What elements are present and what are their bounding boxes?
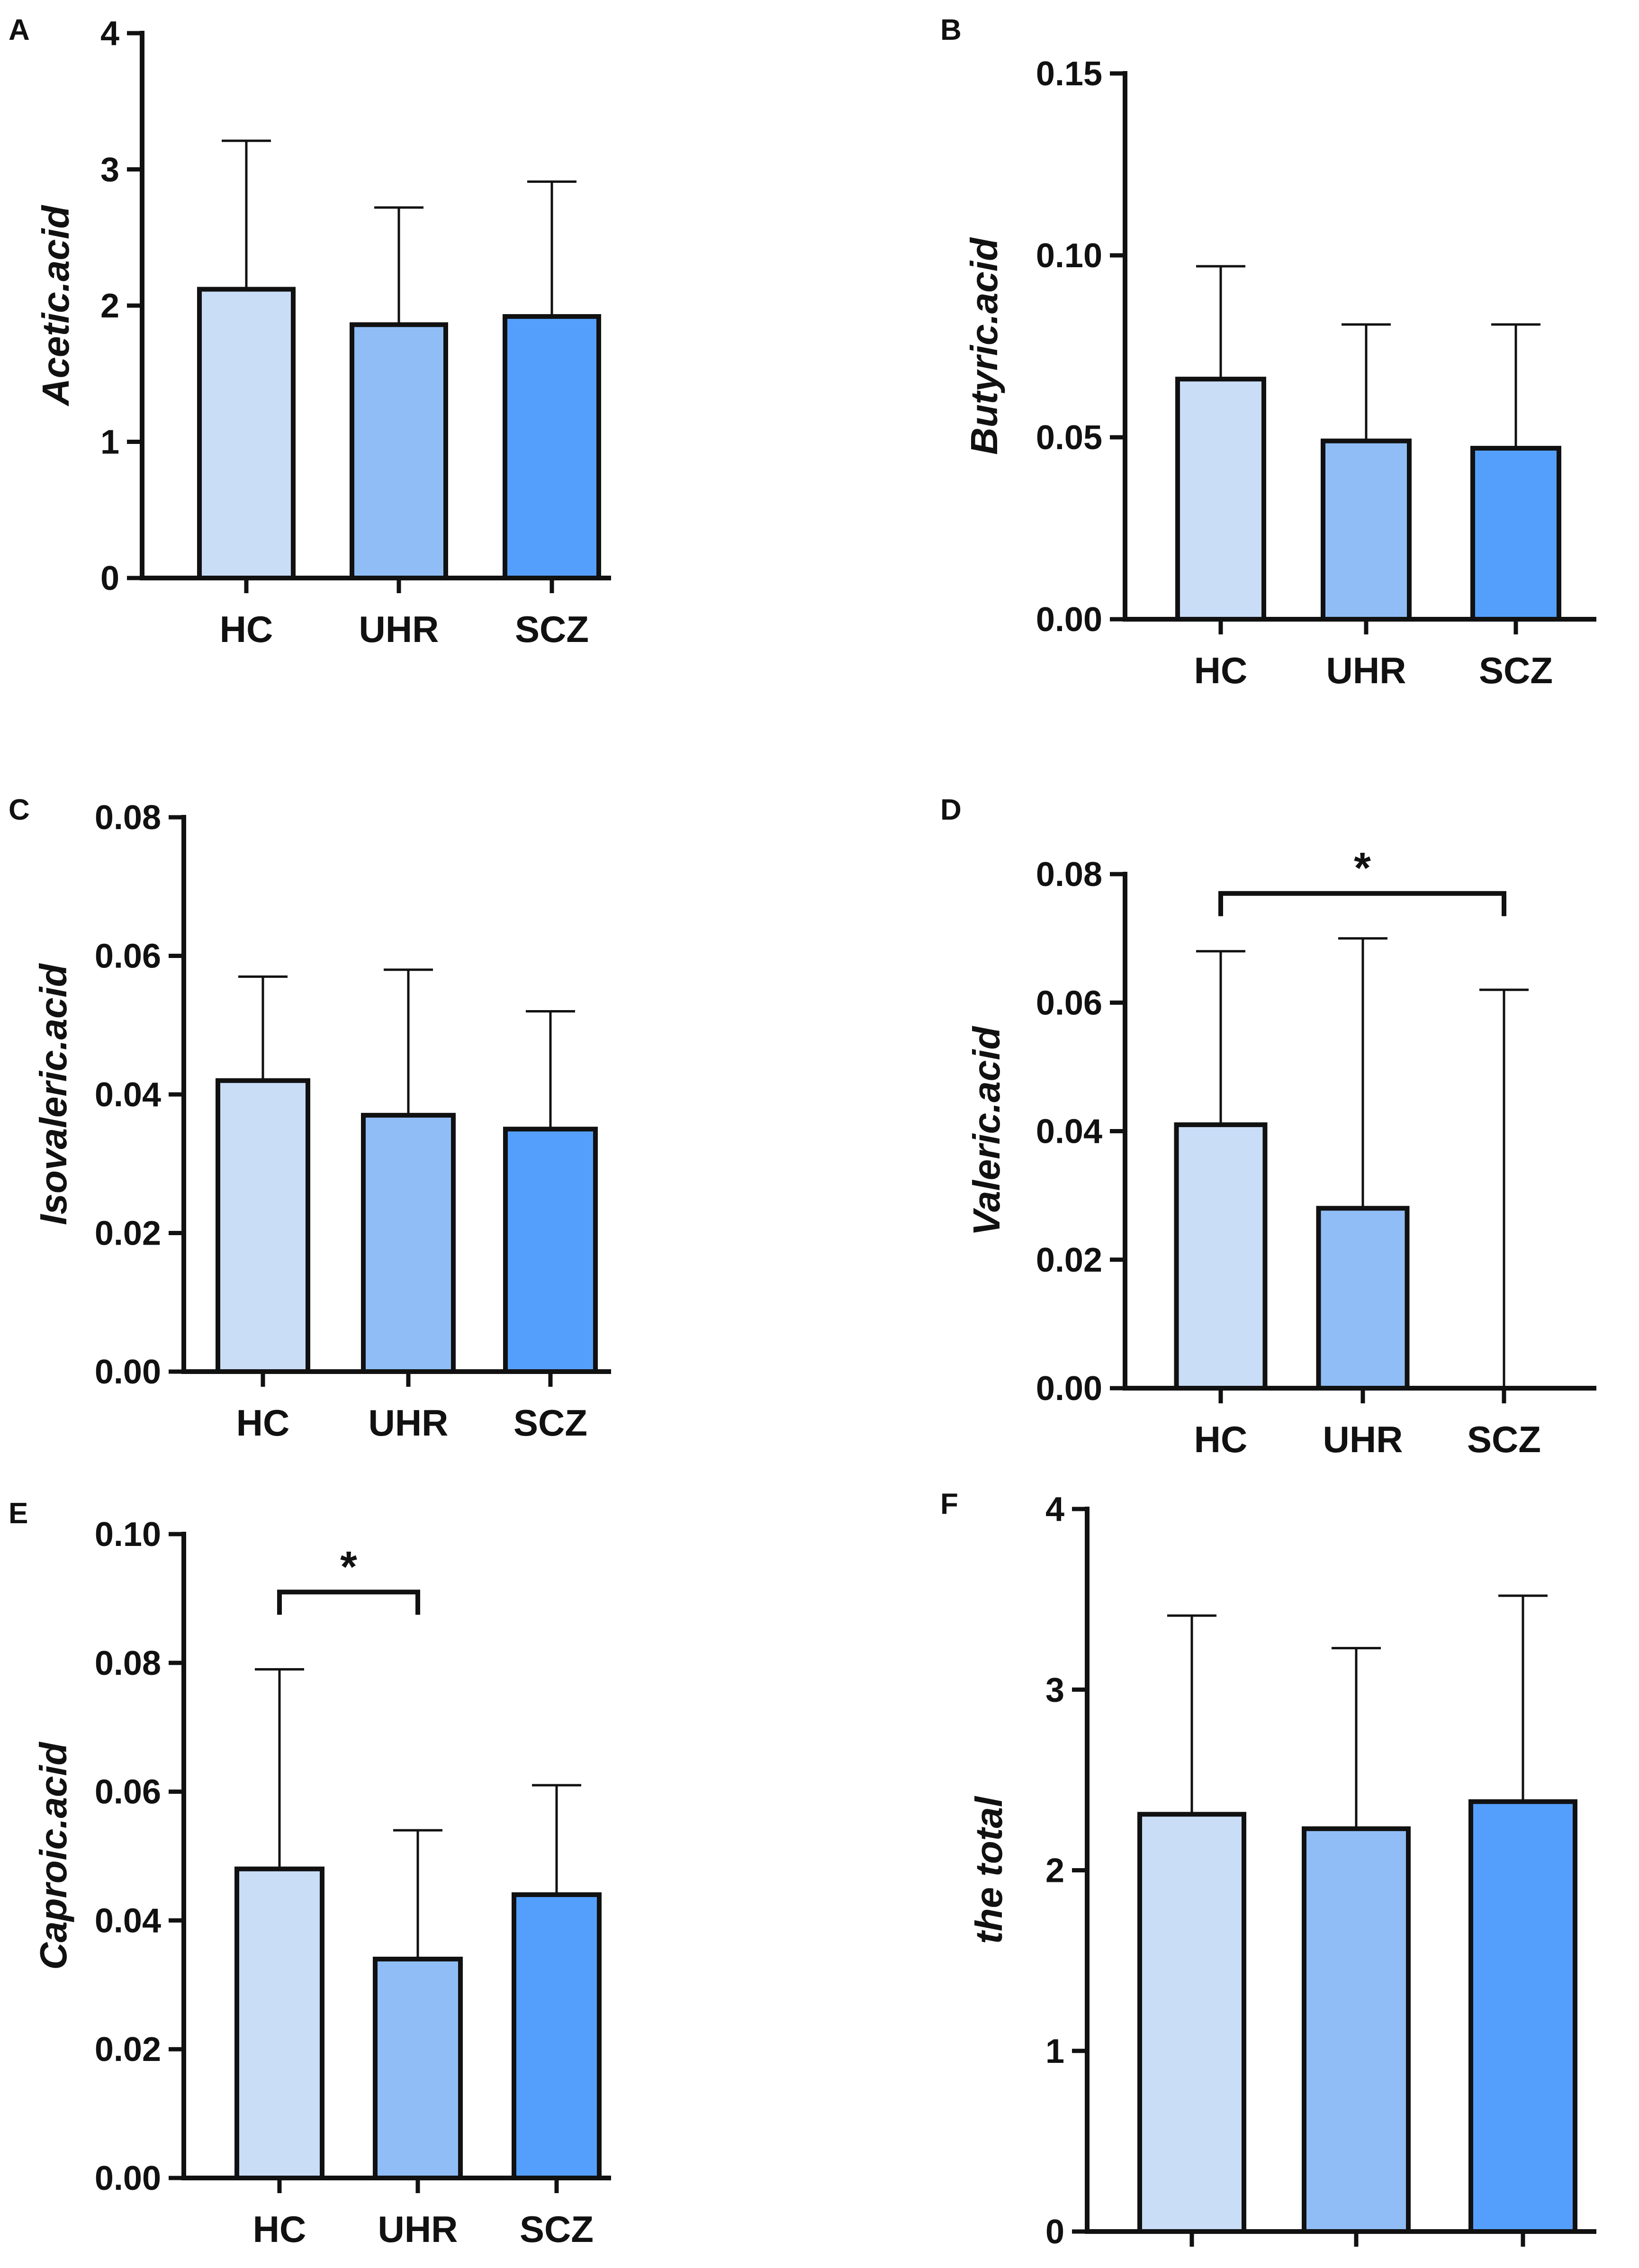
panel-letter: F <box>940 1488 958 1520</box>
y-tick-label: 0 <box>1045 2213 1064 2251</box>
y-tick-label: 0.10 <box>95 1516 161 1554</box>
bar-scz <box>512 1892 602 2181</box>
y-tick-label: 0.10 <box>1036 237 1102 275</box>
x-tick-label-hc: HC <box>1194 650 1248 691</box>
panel-letter: A <box>9 14 30 46</box>
bar-scz <box>1470 446 1561 622</box>
bar-uhr <box>1316 1206 1410 1391</box>
y-tick-label: 0.04 <box>95 1076 161 1114</box>
panel-letter: D <box>940 794 962 826</box>
panel-a: A Acetic.acid 0 1 2 3 4 HC UHR SCZ <box>9 14 611 650</box>
x-tick-label-uhr: UHR <box>1326 650 1406 691</box>
bar-scz <box>1468 1799 1577 2234</box>
panel-letter: C <box>9 794 30 826</box>
significance-star: * <box>340 1543 357 1591</box>
y-tick-label: 0.02 <box>95 1215 161 1253</box>
significance-bracket <box>1218 891 1506 916</box>
x-tick-label-scz: SCZ <box>515 608 589 650</box>
x-tick-label-uhr: UHR <box>359 608 439 650</box>
bar-hc <box>1175 377 1266 622</box>
y-axis-label: the total <box>968 1796 1010 1944</box>
y-tick-label: 0.00 <box>95 2160 161 2197</box>
bar-hc <box>197 287 296 580</box>
panel-c: C Isovaleric.acid 0.00 0.02 0.04 0.06 0.08 HC UH… <box>9 794 611 1444</box>
bar-uhr <box>350 322 448 580</box>
y-tick-label: 0 <box>100 560 119 597</box>
x-tick-label-uhr: UHR <box>369 1402 449 1444</box>
y-tick-label: 0.02 <box>95 2031 161 2069</box>
y-tick-label: 0.05 <box>1036 419 1102 457</box>
y-tick-label: 0.08 <box>95 1645 161 1682</box>
x-tick-label-scz: SCZ <box>1467 1419 1541 1460</box>
y-tick-label: 0.00 <box>1036 1370 1102 1408</box>
y-tick-label: 1 <box>1045 2033 1064 2070</box>
y-tick-label: 0.06 <box>95 1773 161 1811</box>
y-tick-label: 0.08 <box>1036 856 1102 894</box>
x-tick-label-scz: SCZ <box>520 2208 594 2250</box>
x-tick-label-uhr: UHR <box>1316 2262 1396 2268</box>
y-tick-label: 0.04 <box>95 1902 161 1940</box>
bar-scz <box>503 314 601 580</box>
bar-uhr <box>373 1956 463 2180</box>
panel-letter: B <box>940 14 962 46</box>
bar-scz <box>503 1127 598 1374</box>
y-tick-label: 2 <box>100 287 119 325</box>
bar-uhr <box>1302 1826 1411 2234</box>
y-tick-label: 3 <box>1045 1671 1064 1709</box>
y-tick-label: 2 <box>1045 1852 1064 1890</box>
x-tick-label-hc: HC <box>1165 2262 1219 2268</box>
x-tick-label-uhr: UHR <box>1323 1419 1403 1460</box>
x-tick-label-hc: HC <box>253 2208 306 2250</box>
x-tick-label-hc: HC <box>236 1402 290 1444</box>
panel-d: D Valeric.acid 0.00 0.02 0.04 0.06 0.08 HC UHR SC… <box>940 794 1596 1460</box>
y-tick-label: 0.08 <box>95 799 161 837</box>
y-tick-label: 0.00 <box>95 1353 161 1391</box>
x-tick-label-hc: HC <box>1194 1419 1248 1460</box>
y-axis-label: Caproic.acid <box>32 1741 74 1970</box>
bar-uhr <box>361 1112 456 1374</box>
bar-hc <box>1137 1812 1246 2234</box>
panel-e: E Caproic.acid 0.00 0.02 0.04 0.06 0.08 0.10 HC U… <box>9 1497 611 2250</box>
y-tick-label: 3 <box>100 151 119 189</box>
bar-uhr <box>1321 438 1412 622</box>
y-tick-label: 0.15 <box>1036 55 1102 93</box>
panel-letter: E <box>9 1497 28 1530</box>
x-tick-label-scz: SCZ <box>1486 2262 1560 2268</box>
significance-bracket <box>277 1590 420 1615</box>
panel-b: B Butyric.acid 0.00 0.05 0.10 0.15 HC UHR SCZ <box>940 14 1596 691</box>
y-axis-label: Acetic.acid <box>35 205 77 407</box>
y-tick-label: 4 <box>1045 1491 1064 1528</box>
y-axis-label: Valeric.acid <box>965 1025 1008 1236</box>
x-tick-label-uhr: UHR <box>378 2208 458 2250</box>
y-tick-label: 0.02 <box>1036 1241 1102 1279</box>
significance-star: * <box>1354 844 1371 893</box>
x-tick-label-scz: SCZ <box>513 1402 587 1444</box>
bar-hc <box>234 1866 324 2180</box>
bar-hc <box>1174 1122 1268 1391</box>
y-axis-label: Butyric.acid <box>963 237 1005 455</box>
x-tick-label-scz: SCZ <box>1479 650 1553 691</box>
y-tick-label: 4 <box>100 15 119 53</box>
y-axis-label: Isovaleric.acid <box>32 963 74 1225</box>
y-tick-label: 0.04 <box>1036 1113 1102 1151</box>
y-tick-label: 0.06 <box>1036 984 1102 1022</box>
x-tick-label-hc: HC <box>220 608 273 650</box>
y-tick-label: 0.00 <box>1036 601 1102 639</box>
y-tick-label: 1 <box>100 424 119 461</box>
bar-hc <box>216 1078 310 1374</box>
y-tick-label: 0.06 <box>95 938 161 976</box>
